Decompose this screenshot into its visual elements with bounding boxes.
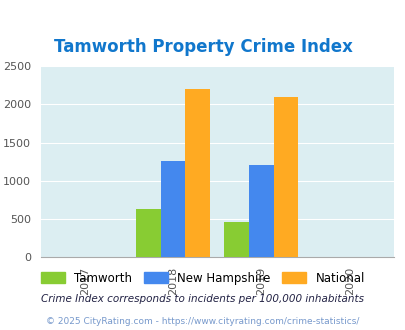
Bar xyxy=(224,222,248,257)
Bar xyxy=(185,89,210,257)
Text: Crime Index corresponds to incidents per 100,000 inhabitants: Crime Index corresponds to incidents per… xyxy=(41,294,364,304)
Text: © 2025 CityRating.com - https://www.cityrating.com/crime-statistics/: © 2025 CityRating.com - https://www.city… xyxy=(46,317,359,326)
Bar xyxy=(160,161,185,257)
Bar xyxy=(273,97,298,257)
Bar xyxy=(248,165,273,257)
Text: Tamworth Property Crime Index: Tamworth Property Crime Index xyxy=(53,38,352,56)
Legend: Tamworth, New Hampshire, National: Tamworth, New Hampshire, National xyxy=(41,272,364,284)
Bar xyxy=(136,209,160,257)
